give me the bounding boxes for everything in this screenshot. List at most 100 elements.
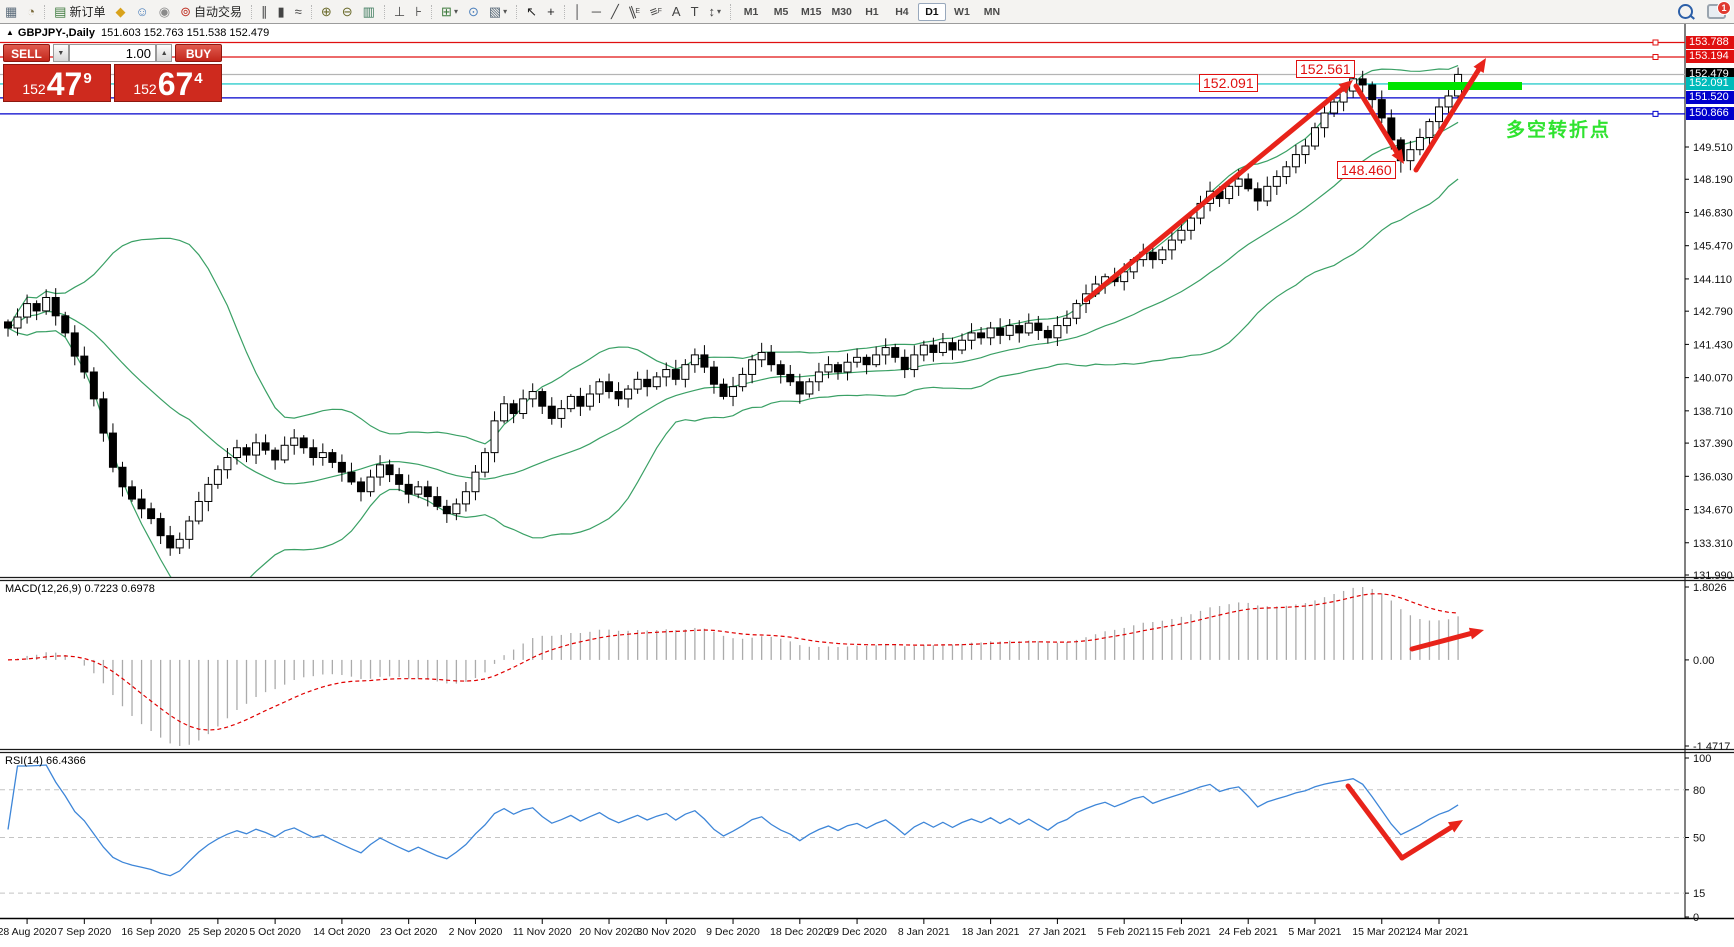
candle	[4, 319, 12, 337]
candle	[1435, 98, 1443, 130]
trend-arrow	[1345, 783, 1405, 861]
svg-text:149.510: 149.510	[1693, 142, 1733, 154]
candle	[1282, 161, 1291, 185]
timeframe-m15[interactable]: M15	[801, 5, 822, 18]
timeframe-h1[interactable]: H1	[865, 5, 879, 18]
bar-chart-icon[interactable]: ∥	[257, 2, 272, 21]
candle	[833, 361, 842, 380]
strategy-tester-icon[interactable]: ⊦	[411, 2, 426, 21]
candle	[814, 362, 823, 392]
zoom-out-icon[interactable]: ⊖	[338, 2, 357, 21]
vline-tool-icon: │	[573, 4, 582, 19]
tile-windows-icon[interactable]: ▥	[359, 2, 379, 21]
cursor-icon[interactable]: ↖	[522, 2, 541, 21]
label-tool-icon[interactable]: T	[687, 2, 703, 21]
candle	[881, 338, 890, 365]
candle	[1043, 325, 1052, 344]
new-order-icon[interactable]: ▤ 新订单	[50, 2, 109, 21]
line-chart-icon[interactable]: ≈	[291, 2, 306, 21]
toolbar-separator	[730, 3, 732, 20]
vline-tool-icon[interactable]: │	[570, 2, 586, 21]
trendline-tool-icon[interactable]: ╱	[607, 2, 623, 21]
market-watch-icon[interactable]: ◔	[23, 2, 39, 21]
text-tool-icon[interactable]: A	[668, 2, 685, 21]
hline-tool-icon[interactable]: ─	[588, 2, 605, 21]
candle	[538, 388, 547, 415]
volume-decrease-button[interactable]: ▼	[52, 44, 69, 62]
svg-text:11 Nov 2020: 11 Nov 2020	[513, 926, 572, 938]
volume-input[interactable]	[69, 44, 156, 62]
period-clock-icon[interactable]: ⊙	[464, 2, 483, 21]
sell-button[interactable]: SELL	[3, 44, 50, 62]
timeframe-buttons: M1 M5 M15 M30 H1 H4 D1 W1 MN	[736, 2, 1007, 21]
signals-icon[interactable]: ◉	[155, 2, 174, 21]
candle	[232, 439, 241, 465]
candle	[700, 345, 709, 373]
timeframe-h4[interactable]: H4	[895, 5, 909, 18]
search-icon[interactable]	[1678, 4, 1693, 19]
candle	[566, 393, 575, 413]
channel-tool-icon[interactable]: ∥ E	[625, 2, 644, 21]
candle	[500, 396, 509, 424]
collapse-icon[interactable]: ▲	[6, 28, 14, 37]
svg-text:7 Sep 2020: 7 Sep 2020	[57, 926, 111, 938]
timeframe-mn[interactable]: MN	[983, 5, 1001, 18]
crosshair-icon[interactable]: +	[543, 2, 559, 21]
trendline-tool-icon: ╱	[611, 4, 619, 19]
candle	[328, 448, 337, 469]
arrows-tool-icon-dropdown[interactable]: ▾	[717, 7, 722, 16]
chat-icon[interactable]: 1	[1707, 1, 1731, 19]
ask-price-box[interactable]: 152 67 4	[113, 64, 222, 102]
fibonacci-tool-icon[interactable]: ≡ F	[646, 2, 666, 21]
candle	[156, 512, 165, 544]
candle	[414, 480, 423, 499]
candle	[99, 391, 108, 442]
price-tag: 153.788	[1686, 35, 1734, 49]
candle	[681, 359, 690, 388]
add-indicator-icon: ⊞	[441, 4, 452, 19]
autotrading-icon[interactable]: ⊚ 自动交易	[176, 2, 246, 21]
candle	[252, 433, 261, 464]
candle	[1005, 319, 1014, 341]
bar-chart-icon: ∥	[261, 4, 268, 19]
community-icon[interactable]: ☺	[131, 2, 152, 21]
candle	[633, 371, 642, 394]
candle	[1062, 310, 1071, 334]
timeframe-m1[interactable]: M1	[743, 5, 759, 18]
arrows-tool-icon[interactable]: ↕ ▾	[705, 2, 726, 21]
add-indicator-icon-dropdown[interactable]: ▾	[453, 7, 458, 16]
annotation-price-label[interactable]: 152.561	[1296, 60, 1355, 78]
svg-text:148.190: 148.190	[1693, 174, 1733, 186]
timeframe-m5[interactable]: M5	[773, 5, 789, 18]
bid-point: 9	[83, 70, 92, 87]
annotation-price-label[interactable]: 152.091	[1199, 74, 1258, 92]
rsi-label: RSI(14) 66.4366	[5, 755, 86, 767]
add-indicator-icon[interactable]: ⊞ ▾	[437, 2, 462, 21]
date-axis[interactable]: 28 Aug 2020 7 Sep 2020 16 Sep 2020 25 Sep 2…	[0, 919, 1469, 938]
volume-increase-button[interactable]: ▲	[156, 44, 173, 62]
chart-profile-icon[interactable]: ▧ ▾	[485, 2, 511, 21]
price-axis: 149.510 148.190 146.830 145.470 144.110 142.7…	[1685, 142, 1733, 924]
candle	[519, 389, 528, 419]
candle	[1301, 139, 1310, 164]
zoom-in-icon[interactable]: ⊕	[317, 2, 336, 21]
buy-button[interactable]: BUY	[175, 44, 222, 62]
timeframe-w1[interactable]: W1	[954, 5, 970, 18]
bid-price-box[interactable]: 152 47 9	[3, 64, 112, 102]
macd-layer	[7, 587, 1484, 746]
tile-windows-icon: ▥	[362, 4, 375, 19]
data-window-icon[interactable]: ⊥	[390, 2, 409, 21]
candle	[614, 382, 623, 407]
timeframe-d1[interactable]: D1	[917, 2, 946, 21]
new-chart-icon[interactable]: ▦	[1, 2, 21, 21]
horizontal-line-objects[interactable]	[0, 39, 1685, 117]
chart-profile-icon-dropdown[interactable]: ▾	[503, 7, 508, 16]
candle	[853, 348, 862, 368]
annotation-price-label[interactable]: 148.460	[1337, 161, 1396, 179]
candle	[786, 365, 795, 386]
timeframe-m30[interactable]: M30	[831, 5, 852, 18]
annotation-note: 多空转折点	[1506, 120, 1612, 141]
candlestick-chart-icon[interactable]: ▮	[274, 2, 289, 21]
alert-icon[interactable]: ◆	[111, 2, 129, 21]
